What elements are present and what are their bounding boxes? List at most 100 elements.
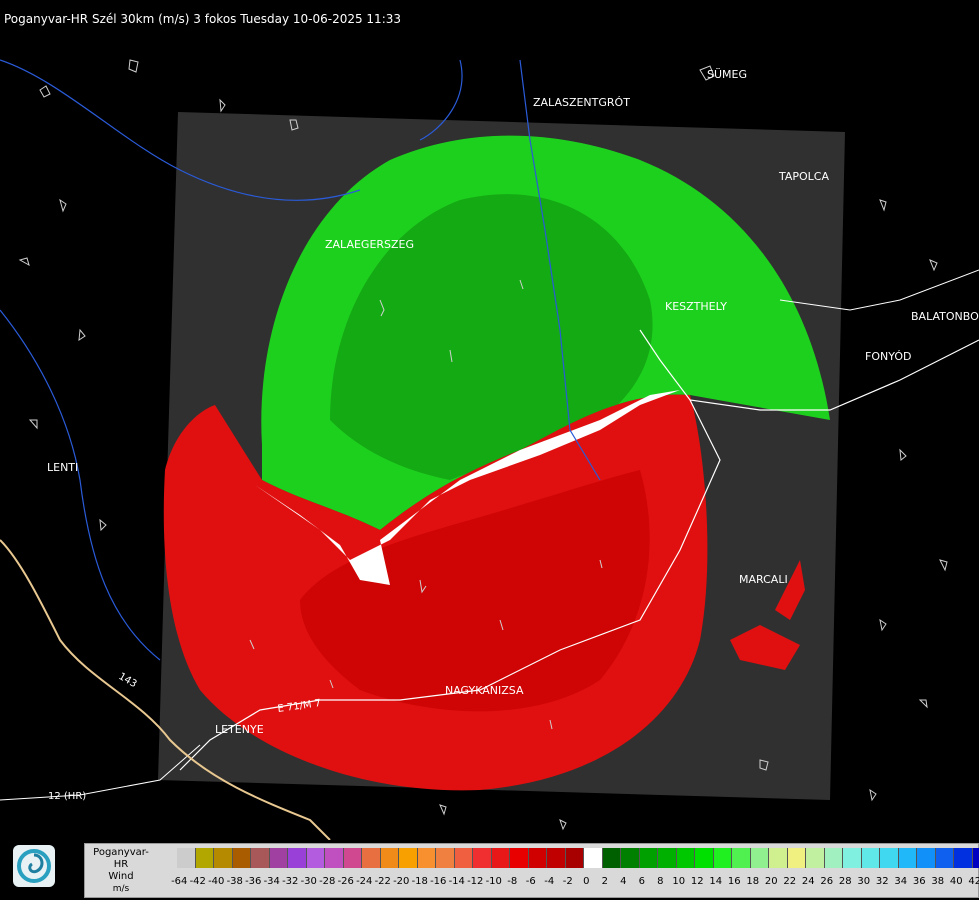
legend-tick-label: -2 bbox=[562, 876, 573, 887]
city-label-sumeg: SÜMEG bbox=[707, 68, 747, 81]
legend-swatch bbox=[454, 848, 473, 868]
river bbox=[519, 59, 601, 481]
legend-swatch bbox=[417, 848, 436, 868]
legend-swatch bbox=[528, 848, 547, 868]
legend-swatch bbox=[676, 848, 695, 868]
legend-swatch bbox=[547, 848, 566, 868]
settlement-outlines bbox=[18, 59, 948, 831]
legend-tick-label: -64 bbox=[171, 876, 188, 887]
legend-swatch bbox=[769, 848, 788, 868]
met-service-logo bbox=[13, 845, 55, 887]
city-label-tapolca: TAPOLCA bbox=[778, 170, 829, 183]
legend-tick-label: -40 bbox=[208, 876, 225, 887]
legend-tick-label: 28 bbox=[838, 876, 852, 887]
legend-swatch bbox=[565, 848, 584, 868]
city-label-balatonbo: BALATONBO bbox=[911, 310, 979, 323]
city-label-letenye: LETENYE bbox=[215, 723, 264, 736]
legend-tick-label: -26 bbox=[337, 876, 354, 887]
legend-tick-label: -14 bbox=[448, 876, 465, 887]
legend-tick-label: -10 bbox=[485, 876, 502, 887]
legend-swatch bbox=[824, 848, 843, 868]
legend-tick-label: 0 bbox=[583, 876, 590, 887]
legend-tick-label: 14 bbox=[709, 876, 723, 887]
legend-swatch bbox=[954, 848, 973, 868]
legend-swatch bbox=[232, 848, 251, 868]
legend-tick-label: 26 bbox=[820, 876, 834, 887]
legend-swatch bbox=[325, 848, 344, 868]
legend-tick-label: 18 bbox=[746, 876, 760, 887]
legend-swatch bbox=[917, 848, 936, 868]
legend-tick-label: -18 bbox=[411, 876, 428, 887]
legend-swatch bbox=[214, 848, 233, 868]
legend-swatch bbox=[621, 848, 640, 868]
river bbox=[0, 309, 161, 661]
legend-tick-label: 40 bbox=[949, 876, 963, 887]
legend-title: Poganyvar-HR Wind m/s bbox=[86, 847, 156, 895]
legend-tick-label: 22 bbox=[783, 876, 797, 887]
country-border bbox=[0, 539, 331, 840]
road bbox=[0, 744, 201, 801]
road bbox=[779, 269, 979, 311]
legend-tick-label: 30 bbox=[857, 876, 871, 887]
legend-swatch bbox=[806, 848, 825, 868]
legend-tick-label: -4 bbox=[544, 876, 555, 887]
legend-swatch bbox=[880, 848, 899, 868]
legend-tick-label: 20 bbox=[764, 876, 778, 887]
velocity-zero-band bbox=[255, 390, 680, 585]
legend-swatch bbox=[195, 848, 214, 868]
road-label-143: 143 bbox=[117, 671, 139, 690]
legend-swatch bbox=[898, 848, 917, 868]
color-scale-ticks: -64 -42 -40 -38 -36 -34 -32 -30 -28 -26 -24 -22 -20-… bbox=[170, 876, 979, 887]
legend-quantity: Wind bbox=[108, 871, 134, 882]
legend-swatch bbox=[935, 848, 954, 868]
legend-tick-label: -16 bbox=[430, 876, 447, 887]
legend-swatch bbox=[343, 848, 362, 868]
legend-tick-label: 10 bbox=[672, 876, 686, 887]
legend-swatch bbox=[732, 848, 751, 868]
legend-swatch bbox=[713, 848, 732, 868]
legend-unit: m/s bbox=[112, 884, 130, 894]
city-label-zalaegerszeg: ZALAEGERSZEG bbox=[325, 238, 414, 251]
legend-tick-label: 34 bbox=[894, 876, 908, 887]
legend-swatch bbox=[861, 848, 880, 868]
legend-tick-label: 32 bbox=[875, 876, 889, 887]
city-label-zalaszentgrot: ZALASZENTGRÓT bbox=[533, 96, 630, 109]
color-scale-swatches bbox=[177, 848, 979, 868]
road-label-12hr: 12 (HR) bbox=[48, 791, 86, 802]
legend-swatch bbox=[436, 848, 455, 868]
legend-tick-label: 8 bbox=[657, 876, 664, 887]
legend-swatch bbox=[269, 848, 288, 868]
velocity-receding-inner bbox=[300, 470, 650, 712]
swirl-logo-icon bbox=[17, 849, 51, 883]
velocity-receding-cluster bbox=[730, 560, 805, 670]
legend-swatch bbox=[787, 848, 806, 868]
river bbox=[0, 59, 361, 202]
legend-tick-label: -22 bbox=[374, 876, 391, 887]
page-title: Poganyvar-HR Szél 30km (m/s) 3 fokos Tue… bbox=[4, 12, 402, 26]
legend-tick-label: -20 bbox=[393, 876, 410, 887]
legend-tick-label: -34 bbox=[263, 876, 280, 887]
legend-swatch bbox=[750, 848, 769, 868]
legend-tick-label: -32 bbox=[282, 876, 299, 887]
legend-tick-label: 42 bbox=[968, 876, 979, 887]
legend-swatch bbox=[843, 848, 862, 868]
legend-tick-label: -12 bbox=[467, 876, 484, 887]
city-label-marcali: MARCALI bbox=[739, 573, 788, 586]
legend-swatch bbox=[362, 848, 381, 868]
city-label-lenti: LENTI bbox=[47, 461, 78, 474]
legend-tick-label: 36 bbox=[912, 876, 926, 887]
legend-swatch bbox=[306, 848, 325, 868]
city-label-keszthely: KESZTHELY bbox=[665, 300, 727, 313]
legend-swatch bbox=[584, 848, 603, 868]
radar-map[interactable]: SÜMEG ZALASZENTGRÓT TAPOLCA ZALAEGERSZEG… bbox=[0, 0, 979, 840]
legend-tick-label: -6 bbox=[525, 876, 536, 887]
legend-swatch bbox=[288, 848, 307, 868]
legend-tick-label: 38 bbox=[931, 876, 945, 887]
road bbox=[639, 329, 979, 411]
legend-swatch bbox=[251, 848, 270, 868]
legend-swatch bbox=[695, 848, 714, 868]
legend-tick-label: 16 bbox=[727, 876, 741, 887]
legend-swatch bbox=[177, 848, 196, 868]
legend-tick-label: -38 bbox=[226, 876, 243, 887]
legend-tick-label: -24 bbox=[356, 876, 373, 887]
